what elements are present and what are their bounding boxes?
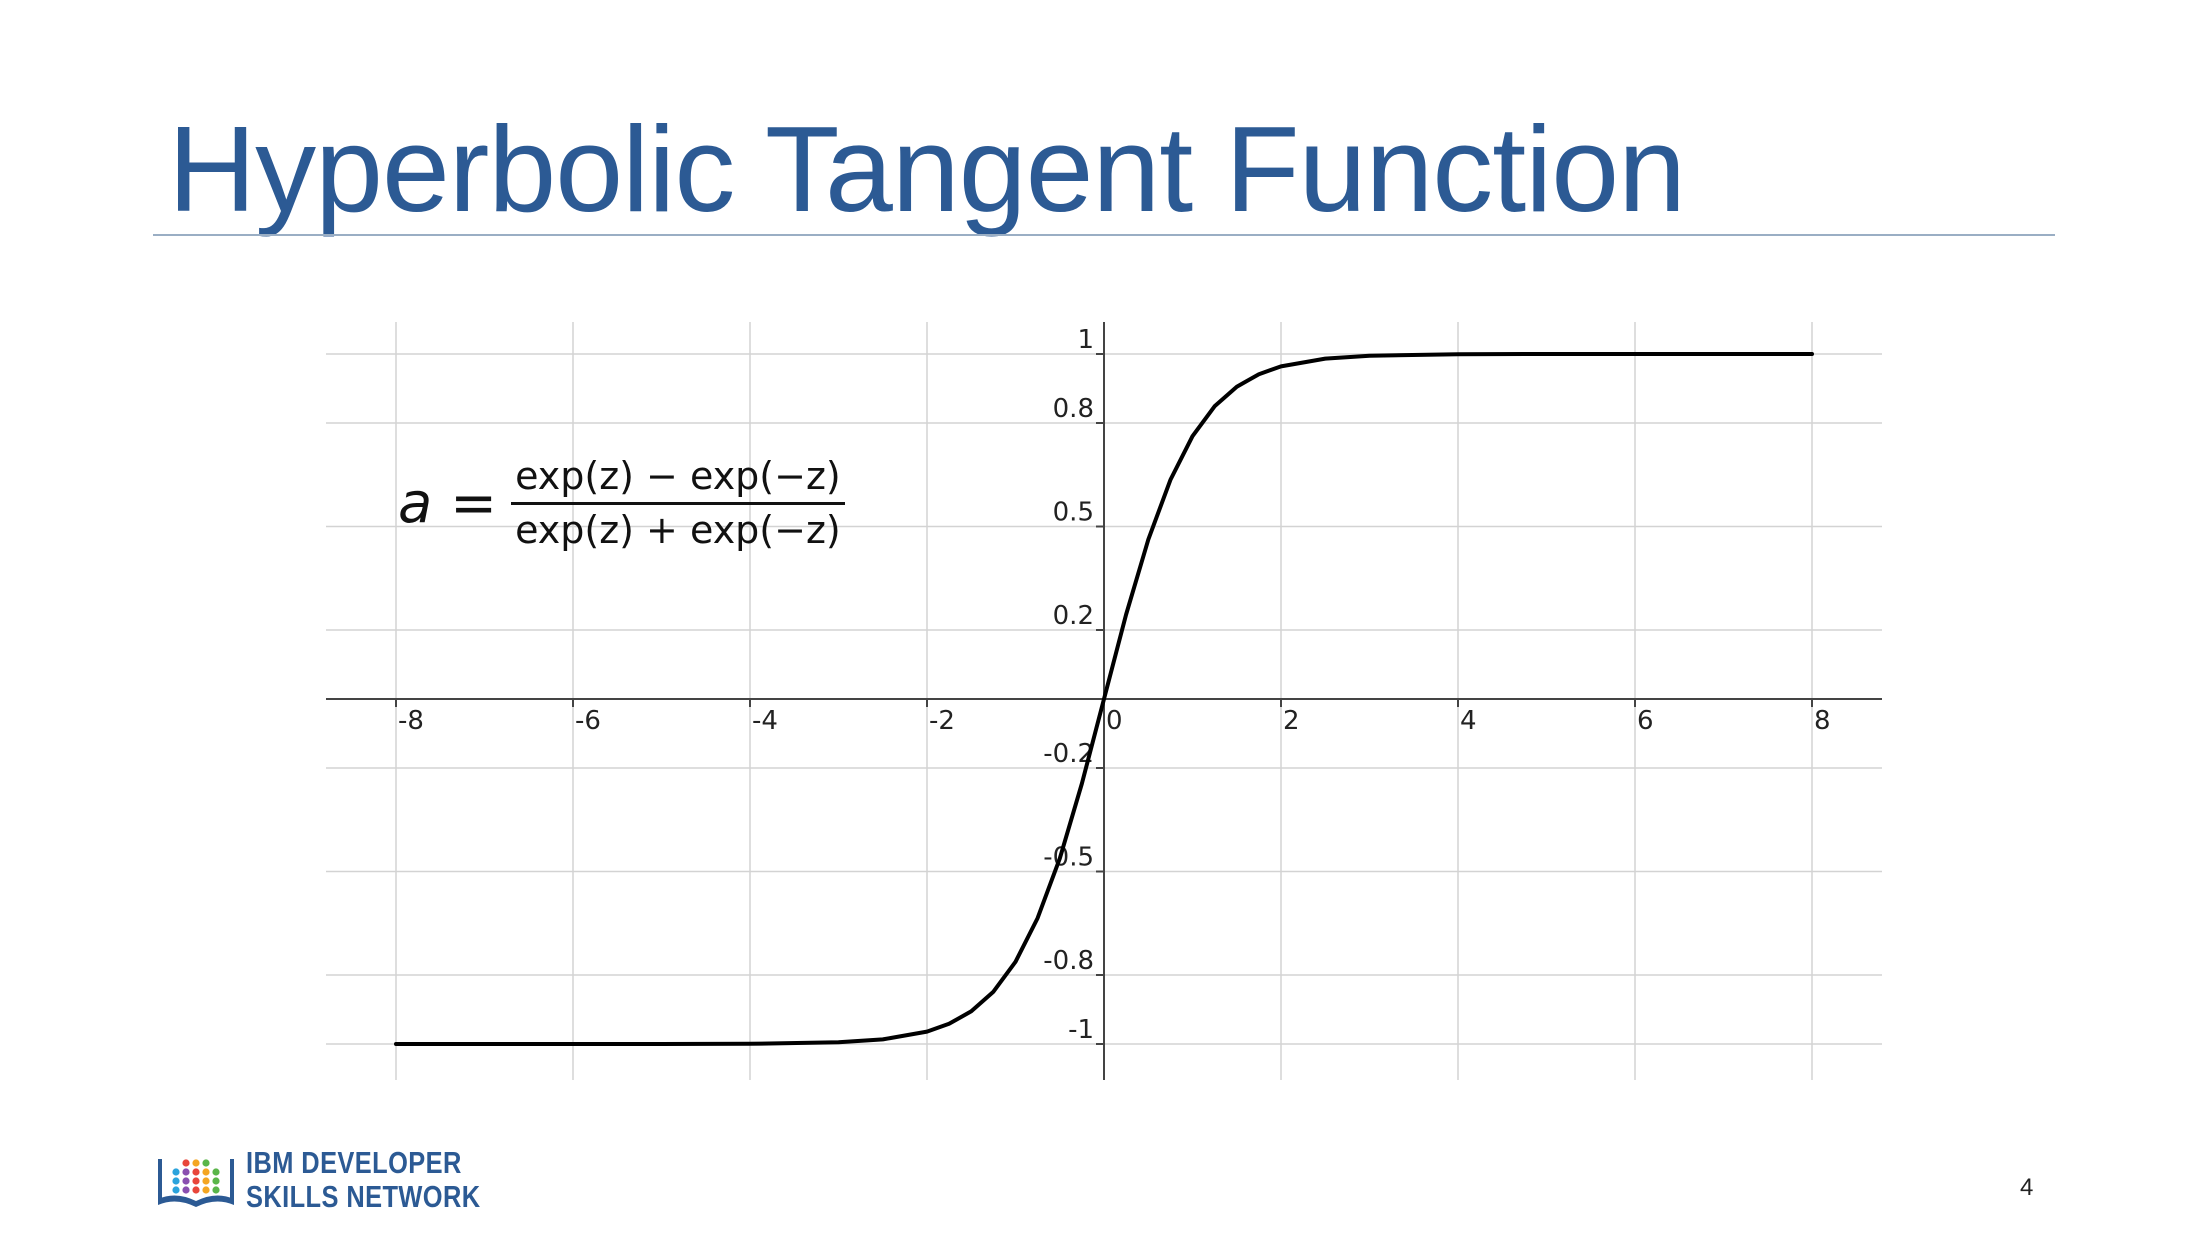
y-tick-label: -1 xyxy=(1068,1015,1094,1045)
formula-variable: a xyxy=(398,470,433,536)
logo-dot xyxy=(182,1186,190,1194)
page-number: 4 xyxy=(2020,1174,2034,1201)
logo-line-1: IBM DEVELOPER xyxy=(246,1145,462,1180)
ibm-skills-network-logo: IBM DEVELOPER SKILLS NETWORK xyxy=(154,1146,532,1214)
logo-dot xyxy=(202,1168,210,1176)
logo-dot xyxy=(172,1186,180,1194)
logo-dot xyxy=(212,1177,220,1185)
x-tick-label: -2 xyxy=(929,706,955,736)
formula-lhs: a = xyxy=(398,471,497,536)
title-divider xyxy=(153,234,2055,236)
y-tick-label: -0.5 xyxy=(1043,843,1094,873)
logo-dot xyxy=(212,1186,220,1194)
logo-line-2: SKILLS NETWORK xyxy=(246,1179,481,1214)
tanh-curve xyxy=(394,352,1814,1046)
y-tick-label: 0.2 xyxy=(1053,601,1094,631)
formula-fraction: exp(z) − exp(−z) exp(z) + exp(−z) xyxy=(511,455,845,551)
y-tick-label: 1 xyxy=(1077,325,1094,355)
logo-dot xyxy=(192,1177,200,1185)
y-tick-label: -0.8 xyxy=(1043,946,1094,976)
x-tick-label: 8 xyxy=(1814,706,1831,736)
logo-dot xyxy=(212,1168,220,1176)
x-tick-label: 0 xyxy=(1106,706,1123,736)
x-tick-label: -6 xyxy=(575,706,601,736)
x-tick-label: 6 xyxy=(1637,706,1654,736)
logo-dot xyxy=(192,1186,200,1194)
logo-text: IBM DEVELOPER SKILLS NETWORK xyxy=(246,1146,481,1214)
x-tick-label: 4 xyxy=(1460,706,1477,736)
x-tick-label: -4 xyxy=(752,706,778,736)
x-tick-label: 2 xyxy=(1283,706,1300,736)
fraction-bar xyxy=(511,501,845,505)
formula-equals: = xyxy=(450,470,498,536)
slide-title: Hyperbolic Tangent Function xyxy=(168,101,1686,237)
tanh-formula: a = exp(z) − exp(−z) exp(z) + exp(−z) xyxy=(398,455,845,551)
formula-denominator: exp(z) + exp(−z) xyxy=(515,507,841,552)
logo-dot xyxy=(172,1177,180,1185)
y-tick-label: 0.5 xyxy=(1053,498,1094,528)
logo-dot xyxy=(192,1168,200,1176)
y-tick-label: 0.8 xyxy=(1053,394,1094,424)
logo-dot xyxy=(182,1177,190,1185)
x-tick-label: -8 xyxy=(398,706,424,736)
logo-dots xyxy=(172,1159,220,1194)
logo-dot xyxy=(182,1159,190,1167)
logo-dot xyxy=(202,1186,210,1194)
chart-tick-labels: -8 -6 -4 -2 0 2 4 6 810.80.50.2-0.2-0.5-0.8-1 xyxy=(398,325,1831,1045)
logo-dot xyxy=(202,1159,210,1167)
logo-dot xyxy=(192,1159,200,1167)
formula-numerator: exp(z) − exp(−z) xyxy=(515,454,841,498)
open-book-icon xyxy=(158,1159,234,1207)
logo-dot xyxy=(202,1177,210,1185)
logo-dot xyxy=(172,1168,180,1176)
chart-series xyxy=(394,352,1814,1046)
logo-dot xyxy=(182,1168,190,1176)
